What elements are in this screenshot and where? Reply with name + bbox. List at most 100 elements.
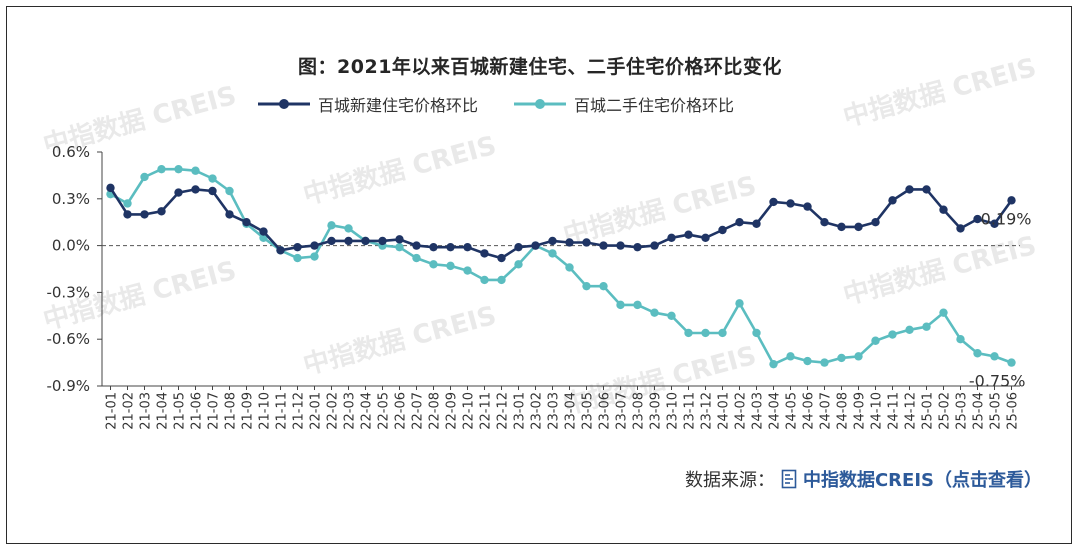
data-point-new	[667, 233, 676, 242]
data-point-second	[854, 352, 863, 361]
data-point-second	[786, 352, 795, 361]
data-point-new	[854, 222, 863, 232]
data-point-second	[973, 349, 982, 358]
data-point-second	[412, 253, 421, 263]
data-point-second	[752, 328, 761, 338]
x-tick-label: 21-06	[190, 392, 205, 430]
data-point-second	[820, 358, 829, 367]
data-point-second	[718, 328, 727, 338]
data-point-second	[667, 311, 676, 320]
data-point-new	[650, 241, 659, 250]
data-point-second	[599, 281, 608, 291]
data-point-new	[922, 185, 931, 194]
data-point-second	[395, 242, 404, 252]
x-tick-label: 22-05	[377, 392, 392, 430]
y-tick-label: 0.3%	[52, 190, 90, 208]
data-point-new	[242, 218, 251, 227]
data-point-new	[191, 185, 200, 194]
data-point-new	[531, 241, 540, 250]
data-point-new	[174, 188, 183, 197]
data-point-new	[429, 242, 438, 252]
data-point-new	[769, 197, 778, 207]
end-label-new: 0.19%	[981, 209, 1032, 228]
data-point-new	[276, 246, 285, 255]
x-tick-label: 25-02	[938, 392, 953, 430]
data-point-new	[327, 236, 336, 246]
x-tick-label: 21-03	[139, 392, 154, 430]
x-tick-label: 21-12	[292, 392, 307, 430]
x-tick-label: 23-12	[700, 392, 715, 430]
x-tick-label: 22-11	[479, 392, 494, 430]
data-point-second	[123, 199, 132, 208]
x-tick-label: 24-09	[853, 392, 868, 430]
data-point-new	[310, 241, 319, 250]
data-point-new	[412, 241, 421, 250]
data-point-second	[701, 328, 710, 338]
data-point-new	[684, 230, 693, 239]
data-point-new	[786, 199, 795, 208]
x-tick-label: 21-01	[105, 392, 120, 430]
x-tick-label: 25-06	[1006, 392, 1021, 430]
data-point-second	[888, 330, 897, 339]
data-point-new	[157, 207, 166, 216]
data-point-second	[310, 252, 319, 261]
data-point-second	[514, 260, 523, 269]
data-point-second	[191, 166, 200, 175]
x-tick-label: 24-06	[802, 392, 817, 430]
data-point-second	[582, 281, 591, 291]
x-tick-label: 21-02	[122, 392, 137, 430]
data-point-second	[429, 260, 438, 269]
data-point-new	[837, 222, 846, 232]
data-point-second	[344, 224, 353, 233]
data-point-second	[225, 186, 234, 196]
data-point-new	[446, 242, 455, 252]
data-point-second	[293, 253, 302, 263]
data-point-second	[769, 359, 778, 369]
data-point-second	[905, 325, 914, 335]
x-tick-label: 23-03	[547, 392, 562, 430]
legend-swatch-new	[258, 99, 310, 109]
x-tick-label: 24-11	[887, 392, 902, 430]
data-point-new	[735, 218, 744, 227]
source-link[interactable]: 中指数据CREIS（点击查看）	[802, 470, 1042, 491]
data-point-new	[208, 186, 217, 196]
data-point-new	[123, 210, 132, 219]
data-point-new	[582, 238, 591, 247]
x-tick-label: 25-03	[955, 392, 970, 430]
x-tick-label: 23-05	[581, 392, 596, 430]
data-point-second	[837, 353, 846, 363]
data-point-second	[956, 335, 965, 344]
data-point-new	[565, 238, 574, 247]
x-tick-label: 24-01	[717, 392, 732, 430]
data-point-second	[497, 275, 506, 285]
data-point-new	[344, 236, 353, 246]
data-point-second	[463, 266, 472, 275]
source-label: 数据来源：	[684, 470, 775, 491]
y-tick-label: -0.9%	[46, 377, 90, 395]
data-point-new	[871, 218, 880, 227]
data-point-new	[514, 242, 523, 252]
data-source: 数据来源： 中指数据CREIS（点击查看）	[685, 466, 1042, 492]
x-tick-label: 23-10	[666, 392, 681, 430]
x-tick-label: 22-04	[360, 392, 375, 430]
end-label-second: -0.75%	[969, 372, 1026, 391]
data-point-new	[616, 241, 625, 250]
x-tick-label: 22-08	[428, 392, 443, 430]
x-tick-label: 23-01	[513, 392, 528, 430]
data-point-new	[990, 219, 999, 228]
data-point-new	[378, 236, 387, 246]
data-point-new	[718, 225, 727, 235]
data-point-second	[565, 263, 574, 272]
x-tick-label: 24-08	[836, 392, 851, 430]
x-tick-label: 25-05	[989, 392, 1004, 430]
x-tick-label: 21-05	[173, 392, 188, 430]
x-tick-label: 21-04	[156, 392, 171, 430]
data-point-second	[633, 300, 642, 310]
data-point-new	[939, 205, 948, 214]
data-point-second	[684, 328, 693, 338]
data-point-new	[633, 242, 642, 252]
data-point-new	[463, 242, 472, 252]
data-point-new	[140, 210, 149, 219]
x-tick-label: 23-11	[683, 392, 698, 430]
